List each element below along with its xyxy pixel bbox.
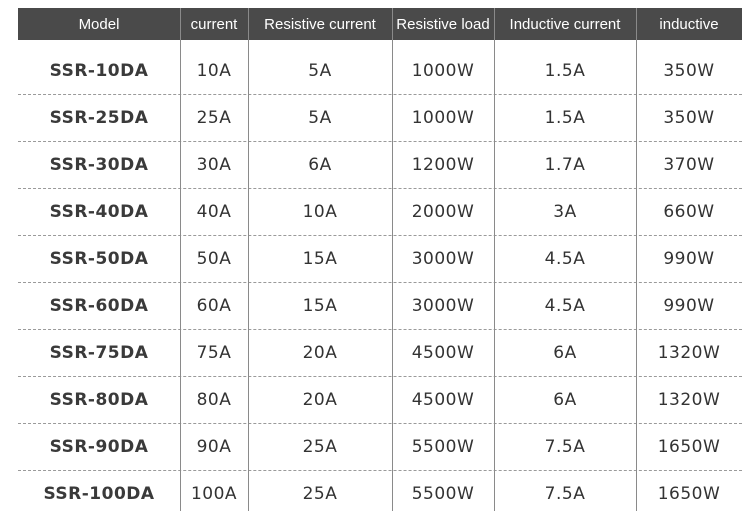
value-cell: 5A [308, 60, 332, 81]
value-cell: 1.5A [544, 60, 586, 81]
value-cell: 1000W [411, 60, 475, 81]
value-cell: 370W [663, 154, 715, 175]
value-cell: 4.5A [544, 248, 586, 269]
value-cell: 5500W [411, 436, 475, 457]
value-cell: 60A [196, 295, 232, 316]
value-cell: 350W [663, 60, 715, 81]
column-divider [180, 8, 181, 511]
value-cell: 1200W [411, 154, 475, 175]
row-separator [18, 141, 742, 142]
header-cell: Model [18, 8, 180, 40]
model-cell: SSR-50DA [49, 248, 149, 269]
column-divider [636, 8, 637, 511]
column-divider [494, 8, 495, 511]
value-cell: 6A [553, 389, 577, 410]
value-cell: 75A [196, 342, 232, 363]
model-cell: SSR-30DA [49, 154, 149, 175]
value-cell: 100A [190, 483, 238, 504]
value-cell: 3A [553, 201, 577, 222]
row-separator [18, 282, 742, 283]
model-cell: SSR-80DA [49, 389, 149, 410]
value-cell: 40A [196, 201, 232, 222]
model-cell: SSR-25DA [49, 107, 149, 128]
value-cell: 4500W [411, 342, 475, 363]
model-cell: SSR-90DA [49, 436, 149, 457]
value-cell: 10A [302, 201, 338, 222]
value-cell: 1.5A [544, 107, 586, 128]
column-divider [392, 8, 393, 511]
model-cell: SSR-10DA [49, 60, 149, 81]
value-cell: 3000W [411, 248, 475, 269]
header-cell: Inductive current [494, 8, 636, 40]
value-cell: 5500W [411, 483, 475, 504]
row-separator [18, 188, 742, 189]
value-cell: 7.5A [544, 436, 586, 457]
column-divider [248, 8, 249, 511]
value-cell: 990W [663, 295, 715, 316]
model-cell: SSR-40DA [49, 201, 149, 222]
value-cell: 4.5A [544, 295, 586, 316]
value-cell: 4500W [411, 389, 475, 410]
value-cell: 350W [663, 107, 715, 128]
value-cell: 15A [302, 295, 338, 316]
value-cell: 7.5A [544, 483, 586, 504]
value-cell: 1650W [657, 436, 721, 457]
value-cell: 6A [308, 154, 332, 175]
value-cell: 80A [196, 389, 232, 410]
value-cell: 5A [308, 107, 332, 128]
header-cell: Resistive current [248, 8, 392, 40]
row-separator [18, 329, 742, 330]
model-cell: SSR-60DA [49, 295, 149, 316]
row-separator [18, 235, 742, 236]
header-cell: inductive [636, 8, 742, 40]
header-cell: current [180, 8, 248, 40]
row-separator [18, 423, 742, 424]
row-separator [18, 470, 742, 471]
value-cell: 25A [196, 107, 232, 128]
header-cell: Resistive load [392, 8, 494, 40]
model-cell: SSR-75DA [49, 342, 149, 363]
value-cell: 30A [196, 154, 232, 175]
value-cell: 1320W [657, 389, 721, 410]
value-cell: 1000W [411, 107, 475, 128]
value-cell: 25A [302, 436, 338, 457]
value-cell: 990W [663, 248, 715, 269]
value-cell: 15A [302, 248, 338, 269]
value-cell: 10A [196, 60, 232, 81]
row-separator [18, 376, 742, 377]
value-cell: 1320W [657, 342, 721, 363]
value-cell: 20A [302, 389, 338, 410]
value-cell: 1650W [657, 483, 721, 504]
value-cell: 1.7A [544, 154, 586, 175]
value-cell: 3000W [411, 295, 475, 316]
model-cell: SSR-100DA [43, 483, 155, 504]
value-cell: 50A [196, 248, 232, 269]
value-cell: 90A [196, 436, 232, 457]
value-cell: 2000W [411, 201, 475, 222]
row-separator [18, 94, 742, 95]
value-cell: 25A [302, 483, 338, 504]
value-cell: 660W [663, 201, 715, 222]
value-cell: 20A [302, 342, 338, 363]
value-cell: 6A [553, 342, 577, 363]
